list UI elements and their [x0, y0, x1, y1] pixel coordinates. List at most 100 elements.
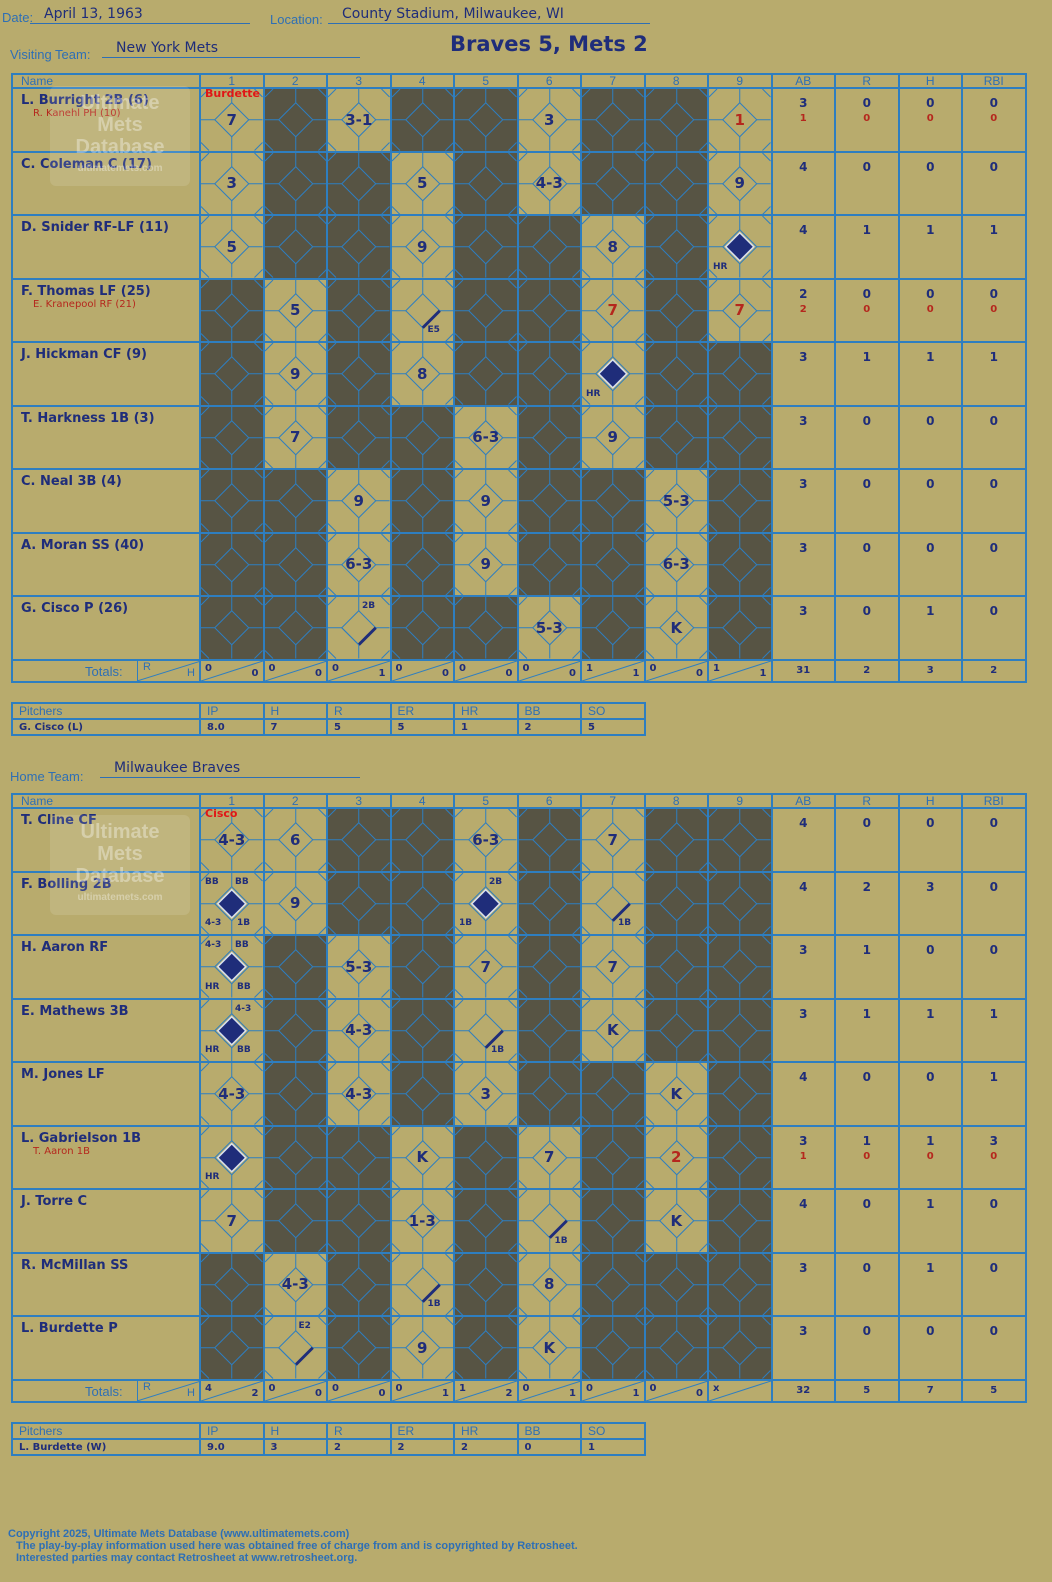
at-bat-cell [707, 595, 773, 661]
play-note: 1B [237, 918, 251, 928]
batter-stat: 3 [770, 595, 836, 661]
inning-hits: 1 [632, 667, 640, 679]
pitcher-header: BB [516, 1422, 582, 1440]
batter-row: C. Coleman C (17) 3 5 4-3 9 4 0 0 0 [11, 150, 1027, 216]
at-bat-cell: 9 [326, 468, 392, 534]
at-bat-cell [453, 595, 519, 661]
name-header: Name [11, 73, 201, 89]
diamond-icon [201, 1127, 262, 1188]
at-bat-cell [453, 1315, 519, 1381]
inning-hits: 1 [378, 667, 386, 679]
diamond-icon [265, 873, 326, 934]
pitcher-stat: 5 [389, 718, 455, 736]
diamond-icon [582, 1190, 643, 1251]
diamond-icon [519, 597, 580, 658]
diamond-icon [201, 809, 262, 870]
inning-hits: 2 [505, 1387, 513, 1399]
diamond-icon [455, 873, 516, 934]
sub-stat-value: 0 [926, 1150, 934, 1162]
diamond-icon [646, 153, 707, 214]
batter-stat: 3 [770, 1315, 836, 1381]
batter-stat: 1 [961, 1061, 1027, 1127]
stat-value: 0 [926, 477, 935, 491]
at-bat-cell: HR [199, 1124, 265, 1190]
stat-value: 0 [989, 159, 998, 174]
inning-runs: 0 [332, 662, 339, 674]
diamond-icon [201, 153, 262, 214]
at-bat-cell [707, 468, 773, 534]
runs-label: R [143, 660, 151, 673]
batter-name-cell: E. Mathews 3B [11, 997, 201, 1063]
at-bat-cell [707, 1061, 773, 1127]
diamond-icon [582, 343, 643, 404]
batter-row: T. Cline CF Cisco 4-3 6 6-3 7 4 0 0 0 [11, 807, 1027, 873]
pitcher-header: Pitchers [11, 702, 201, 720]
batter-stat: 3 [770, 468, 836, 534]
pitcher-header: R [326, 1422, 392, 1440]
diamond-icon [328, 153, 389, 214]
at-bat-cell [326, 150, 392, 216]
diamond-icon [519, 1000, 580, 1061]
at-bat-cell: HR [580, 341, 646, 407]
play-result: 4-3 [218, 830, 246, 849]
play-result: 7 [607, 301, 618, 320]
stat-value: 0 [926, 943, 935, 957]
sub-stat-value: 0 [990, 1150, 998, 1162]
diamond-icon [646, 1000, 707, 1061]
diamond-icon [328, 343, 389, 404]
substitute-name: R. Kanehl PH (10) [33, 108, 121, 119]
at-bat-cell: Burdette 7 [199, 87, 265, 153]
stat-value: 0 [989, 1197, 998, 1211]
batter-stat: 3 [897, 870, 963, 936]
inning-header-1: 1 [199, 73, 265, 89]
play-result: 9 [290, 364, 301, 383]
stat-value: 0 [862, 286, 871, 301]
inning-total: 1 2 [453, 1378, 519, 1403]
name-header: Name [11, 793, 201, 809]
slash-icon [646, 1381, 707, 1400]
at-bat-cell [580, 1315, 646, 1381]
stat-value: 3 [799, 1260, 808, 1275]
inning-header-7: 7 [580, 793, 646, 809]
diamond-icon [646, 89, 707, 150]
pitcher-stat: 5 [580, 718, 646, 736]
inning-hits: 0 [505, 667, 513, 679]
at-bat-cell: K [643, 1188, 709, 1254]
play-result: 6-3 [345, 555, 373, 574]
sub-stat-value: 2 [799, 303, 807, 315]
batter-name: F. Bolling 2B [21, 876, 112, 892]
at-bat-cell [326, 341, 392, 407]
stat-value: 0 [926, 286, 935, 301]
play-result: 7 [544, 1148, 555, 1167]
batter-stat: 2 [834, 870, 900, 936]
stat-value: 0 [862, 477, 871, 491]
diamond-icon [646, 873, 707, 934]
stat-value: 3 [799, 604, 808, 618]
date-value: April 13, 1963 [30, 6, 250, 24]
play-result: 7 [226, 110, 237, 129]
batter-stat: 4 [770, 214, 836, 280]
play-result: 5 [417, 174, 428, 193]
diamond-icon [392, 936, 453, 997]
batter-name: J. Hickman CF (9) [21, 347, 147, 362]
inning-total: x [707, 1378, 773, 1403]
diamond-icon [582, 809, 643, 870]
pitcher-header: BB [516, 702, 582, 720]
stat-value: 0 [926, 1324, 935, 1338]
diamond-icon [201, 1063, 262, 1124]
batter-name-cell: M. Jones LF [11, 1061, 201, 1127]
stat-value: 3 [799, 1006, 808, 1021]
diamond-icon [201, 89, 262, 150]
play-result: 7 [734, 301, 745, 320]
inning-runs: 0 [649, 1382, 657, 1394]
at-bat-cell [326, 277, 392, 343]
slash-icon [710, 1381, 770, 1400]
inning-hits: 0 [315, 1387, 322, 1399]
diamond-icon [646, 216, 707, 277]
batter-stat: 0 [897, 934, 963, 1000]
diamond-icon [328, 936, 389, 997]
at-bat-cell [389, 87, 455, 153]
inning-runs: x [713, 1382, 720, 1394]
at-bat-cell [199, 404, 265, 470]
